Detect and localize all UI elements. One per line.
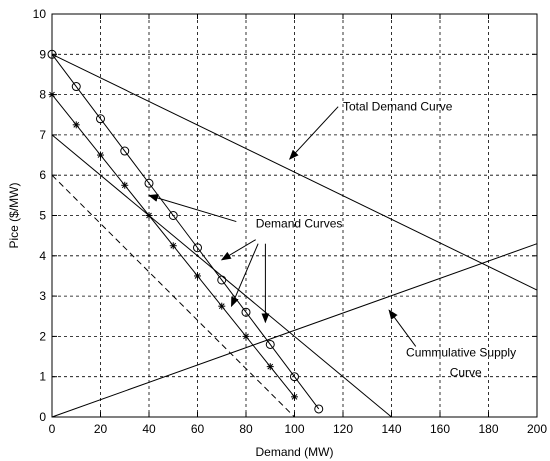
x-tick-label: 80 xyxy=(239,422,253,436)
annotation-label: Curve xyxy=(450,366,482,380)
circle-marker xyxy=(144,178,154,188)
series-line-5 xyxy=(51,243,538,418)
y-tick-label: 1 xyxy=(39,370,46,384)
x-tick-label: 20 xyxy=(94,422,108,436)
series-line-4 xyxy=(51,53,538,291)
series-line-0 xyxy=(51,53,320,410)
annotation-arrow xyxy=(148,194,237,223)
y-tick-label: 7 xyxy=(39,128,46,142)
annotation-label: Demand Curves xyxy=(256,217,343,231)
x-tick-label: 0 xyxy=(49,422,56,436)
y-tick-label: 6 xyxy=(39,168,46,182)
y-tick-label: 2 xyxy=(39,329,46,343)
star-marker xyxy=(97,151,104,159)
annotation-arrow xyxy=(388,309,417,347)
circle-marker xyxy=(193,243,202,253)
circle-marker xyxy=(120,146,130,156)
y-tick-label: 8 xyxy=(39,88,46,102)
star-marker xyxy=(194,272,201,280)
star-marker xyxy=(121,181,129,189)
series-group xyxy=(47,49,538,418)
circle-marker xyxy=(71,82,81,92)
circle-marker xyxy=(290,372,299,382)
circle-marker xyxy=(241,307,251,317)
circle-marker xyxy=(314,404,324,414)
x-tick-label: 100 xyxy=(284,422,304,436)
circle-marker xyxy=(96,114,105,124)
y-tick-label: 10 xyxy=(33,7,47,21)
star-marker xyxy=(242,332,250,340)
x-tick-labels: 0 20 40 60 80 100 120 140 160 180 200 xyxy=(49,422,548,436)
x-axis-label: Demand (MW) xyxy=(255,445,333,459)
x-tick-label: 180 xyxy=(478,422,498,436)
star-marker xyxy=(266,363,274,371)
star-marker xyxy=(291,393,298,401)
star-marker xyxy=(72,121,80,129)
y-tick-label: 3 xyxy=(39,289,46,303)
annotation-label: Cummulative Supply xyxy=(406,346,516,360)
circle-marker xyxy=(168,211,178,220)
annotation-arrow xyxy=(230,243,259,308)
y-axis-label: Pice ($/MW) xyxy=(7,182,21,248)
x-tick-label: 60 xyxy=(191,422,205,436)
x-tick-label: 120 xyxy=(333,422,353,436)
y-tick-label: 0 xyxy=(39,410,46,424)
x-tick-label: 200 xyxy=(527,422,547,436)
annotations-group: Total Demand Curve Demand Curves Cummulati… xyxy=(148,100,516,380)
star-marker xyxy=(218,302,226,310)
plot-frame xyxy=(51,13,538,418)
x-tick-label: 140 xyxy=(381,422,401,436)
x-tick-label: 160 xyxy=(430,422,450,436)
circle-marker xyxy=(265,339,275,349)
series-line-3 xyxy=(51,174,295,418)
annotation-arrow xyxy=(220,239,256,261)
annotation-label: Total Demand Curve xyxy=(343,100,453,114)
y-tick-label: 5 xyxy=(39,209,46,223)
y-tick-label: 4 xyxy=(39,249,46,263)
annotation-arrow xyxy=(288,106,339,160)
y-tick-label: 9 xyxy=(39,47,46,61)
star-marker xyxy=(169,242,177,250)
y-tick-labels: 0 1 2 3 4 5 6 7 8 9 10 xyxy=(33,7,47,424)
series-line-2 xyxy=(51,134,392,418)
x-tick-label: 40 xyxy=(142,422,156,436)
